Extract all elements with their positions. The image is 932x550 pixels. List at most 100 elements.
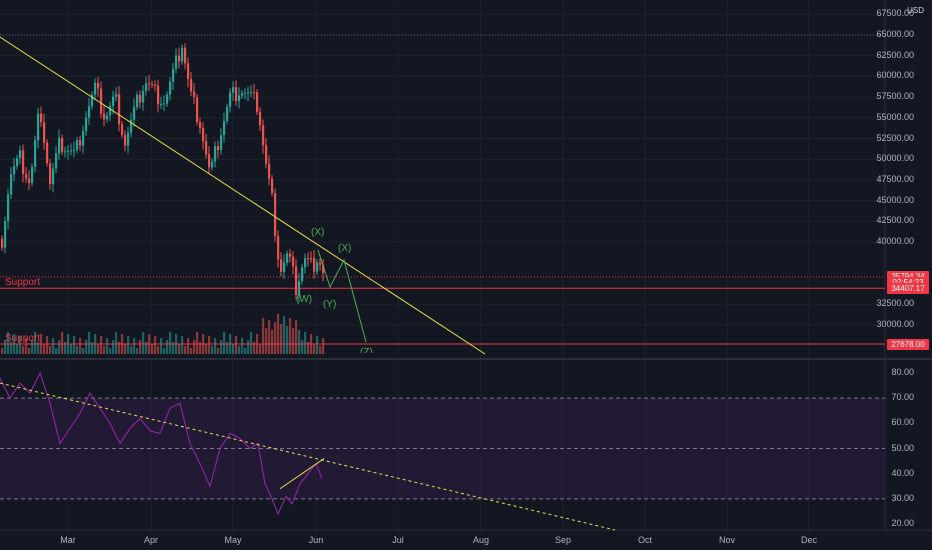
candle-body-18 <box>55 153 58 169</box>
price-tick-label: 50000.00 <box>876 153 914 164</box>
volume-bar-41 <box>124 344 127 354</box>
volume-bar-71 <box>214 338 217 354</box>
candle-body-36 <box>109 105 112 116</box>
candle-body-30 <box>91 94 94 107</box>
volume-bar-6 <box>19 336 22 354</box>
rsi-tick-label: 40.00 <box>891 467 914 478</box>
candle-body-46 <box>139 94 142 103</box>
candle-body-66 <box>199 122 202 128</box>
candle-body-103 <box>310 258 313 260</box>
candle-body-62 <box>187 63 190 80</box>
candle-body-14 <box>43 122 46 143</box>
candle-body-12 <box>37 113 40 141</box>
volume-bar-60 <box>181 336 184 354</box>
volume-bar-75 <box>226 342 229 354</box>
candle-body-2 <box>7 194 10 222</box>
volume-bar-101 <box>304 332 307 354</box>
volume-bar-105 <box>316 336 319 354</box>
candle-body-88 <box>265 145 268 164</box>
candle-body-101 <box>304 258 307 268</box>
volume-bar-12 <box>37 342 40 354</box>
price-trendline <box>0 36 486 355</box>
volume-bar-69 <box>208 336 211 354</box>
wave-label-w: (W) <box>296 294 313 305</box>
candle-body-51 <box>154 84 157 86</box>
candle-body-68 <box>205 141 208 155</box>
candle-body-0 <box>1 238 4 248</box>
volume-bar-62 <box>187 338 190 354</box>
time-tick-label: Jun <box>308 535 324 545</box>
volume-bar-3 <box>10 342 13 354</box>
volume-bar-19 <box>58 340 61 354</box>
candle-body-93 <box>280 259 283 272</box>
time-tick-label: Nov <box>718 535 736 545</box>
volume-bar-99 <box>298 330 301 354</box>
price-tick-label: 55000.00 <box>876 111 914 122</box>
volume-bar-91 <box>274 322 277 354</box>
volume-bar-89 <box>268 320 271 354</box>
volume-bar-74 <box>223 332 226 354</box>
rsi-tick-label: 50.00 <box>891 442 914 453</box>
rsi-tick-label: 80.00 <box>891 367 914 377</box>
candle-body-27 <box>82 131 85 146</box>
candle-body-59 <box>178 55 181 62</box>
candle-body-64 <box>193 91 196 98</box>
candle-body-79 <box>238 95 241 102</box>
volume-bar-73 <box>220 340 223 354</box>
volume-bar-44 <box>133 338 136 354</box>
wave-label-z: (Z) <box>360 347 373 353</box>
candle-body-77 <box>232 87 235 93</box>
volume-bar-26 <box>79 338 82 354</box>
time-tick-label: Sep <box>554 535 572 545</box>
volume-bar-24 <box>73 336 76 354</box>
candle-body-63 <box>190 79 193 92</box>
price-tick-label: 45000.00 <box>876 194 914 205</box>
volume-bar-53 <box>160 338 163 354</box>
volume-bar-32 <box>97 344 100 354</box>
rsi-divergence-line <box>279 458 325 490</box>
price-tick-label: 42500.00 <box>876 215 914 226</box>
support-upper-badge: 34407.17 <box>887 282 929 294</box>
candle-body-28 <box>85 117 88 132</box>
volume-bar-29 <box>88 332 91 354</box>
volume-bar-100 <box>301 340 304 354</box>
volume-bar-64 <box>193 340 196 354</box>
candle-body-20 <box>61 137 64 152</box>
price-tick-label: 62500.00 <box>876 49 914 60</box>
candle-body-45 <box>136 94 139 107</box>
candle-body-43 <box>130 119 133 133</box>
volume-bar-36 <box>109 348 112 354</box>
price-tick-label: 57500.00 <box>876 91 914 102</box>
candle-body-6 <box>19 150 22 159</box>
rsi-tick-label: 30.00 <box>891 492 914 503</box>
candle-body-35 <box>106 115 109 120</box>
volume-bar-20 <box>61 332 64 354</box>
time-tick-label: Mar <box>60 535 76 545</box>
candle-body-100 <box>301 267 304 282</box>
candle-body-92 <box>277 235 280 260</box>
candle-body-42 <box>127 132 130 146</box>
candle-body-69 <box>208 154 211 168</box>
volume-bar-78 <box>235 336 238 354</box>
volume-bar-35 <box>106 338 109 354</box>
volume-bar-88 <box>265 328 268 354</box>
volume-bar-92 <box>277 314 280 354</box>
volume-bar-86 <box>259 344 262 354</box>
volume-bar-83 <box>250 332 253 354</box>
volume-bar-63 <box>190 348 193 354</box>
volume-bar-37 <box>112 340 115 354</box>
candle-body-13 <box>40 113 43 123</box>
candle-body-65 <box>196 97 199 123</box>
time-tick-label: Oct <box>637 535 653 545</box>
candle-body-96 <box>289 253 292 257</box>
candle-body-53 <box>160 103 163 105</box>
volume-bar-70 <box>211 346 214 354</box>
candle-body-82 <box>247 92 250 94</box>
candle-body-76 <box>229 92 232 107</box>
price-tick-label: 67500.00 <box>876 8 914 19</box>
candle-body-84 <box>253 92 256 94</box>
candle-body-105 <box>316 262 319 272</box>
volume-bar-46 <box>139 340 142 354</box>
